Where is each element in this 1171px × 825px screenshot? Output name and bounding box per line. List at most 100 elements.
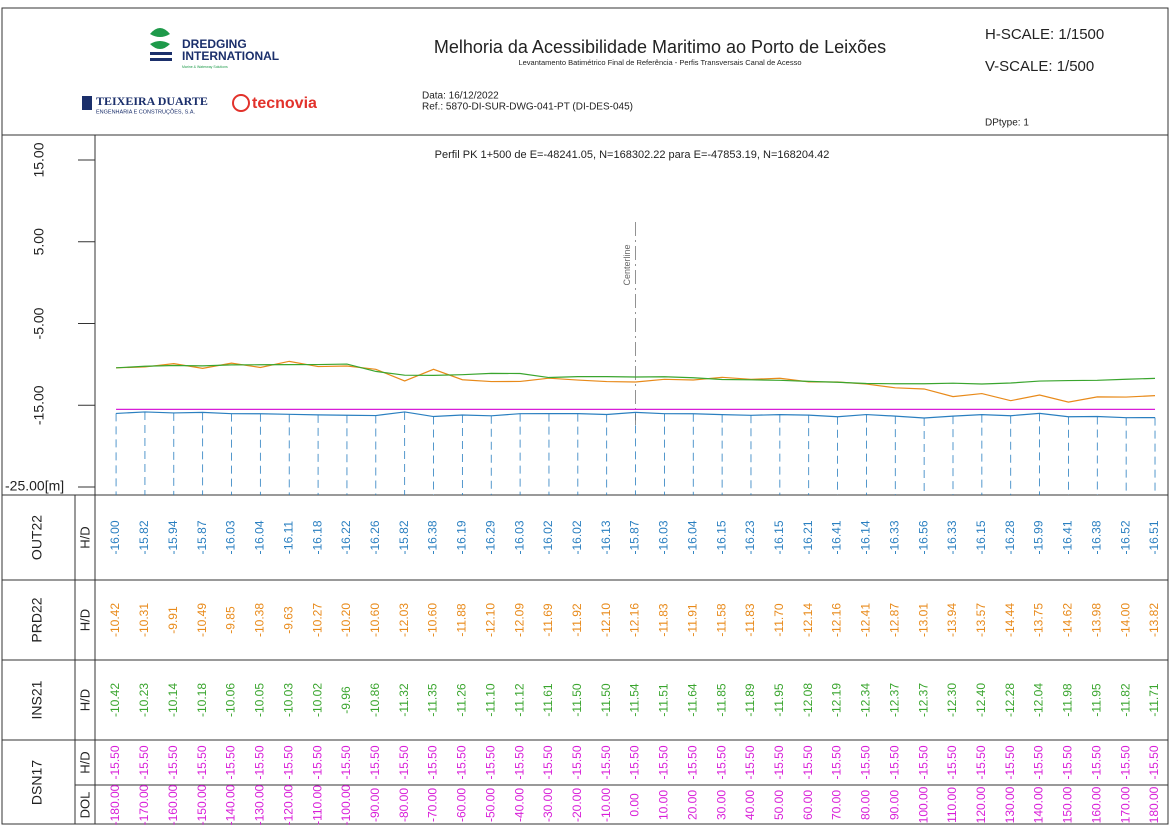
x-tick-label: 20.00 (685, 790, 699, 820)
cell-value: -14.00 (1118, 603, 1132, 637)
cell-value: -11.51 (657, 683, 671, 716)
cell-value: -15.50 (830, 745, 844, 779)
cell-value: -11.85 (714, 683, 728, 716)
x-tick-label: -70.00 (426, 788, 440, 822)
cell-value: -10.49 (195, 603, 209, 637)
row-name: INS21 (29, 680, 45, 719)
cell-value: -10.60 (426, 603, 440, 637)
h-scale: H-SCALE: 1/1500 (985, 26, 1104, 43)
x-tick-label: -150.00 (195, 784, 209, 825)
cell-value: -15.87 (628, 520, 642, 554)
cell-value: -16.15 (714, 520, 728, 554)
cell-value: -11.32 (397, 683, 411, 716)
row-name: OUT22 (29, 515, 45, 560)
cell-value: -15.50 (1089, 745, 1103, 779)
cell-value: -15.50 (108, 745, 122, 779)
y-tick-label: -5.00 (31, 307, 47, 339)
chart-title: Perfil PK 1+500 de E=-48241.05, N=168302… (435, 149, 830, 161)
x-tick-label: -180.00 (108, 784, 122, 825)
cell-value: -11.58 (714, 603, 728, 636)
x-tick-label: -110.00 (310, 785, 324, 825)
cell-value: -15.50 (887, 745, 901, 779)
cell-value: -15.50 (1003, 745, 1017, 779)
x-tick-label: 40.00 (743, 790, 757, 820)
cell-value: -11.95 (1089, 683, 1103, 716)
cell-value: -12.30 (945, 683, 959, 717)
cell-value: -16.04 (685, 520, 699, 554)
cell-value: -15.50 (512, 745, 526, 779)
cell-value: -11.10 (483, 683, 497, 716)
cell-value: -15.82 (397, 520, 411, 554)
y-tick-label: -15.00 (31, 385, 47, 425)
cell-value: -11.83 (657, 603, 671, 636)
cell-value: -15.50 (628, 745, 642, 779)
cell-value: -16.02 (570, 520, 584, 554)
x-tick-label: 180.00 (1147, 786, 1161, 823)
x-tick-label: 90.00 (887, 790, 901, 820)
x-tick-label: 130.00 (1003, 786, 1017, 823)
profile-line (116, 411, 1156, 419)
cell-value: -12.10 (483, 603, 497, 637)
cell-value: -15.50 (801, 745, 815, 779)
cell-value: -11.91 (685, 603, 699, 636)
cell-value: -15.99 (1032, 520, 1046, 554)
x-tick-label: -130.00 (253, 784, 267, 825)
cell-value: -16.23 (743, 520, 757, 554)
cell-value: -11.89 (743, 683, 757, 716)
cell-value: -15.50 (570, 745, 584, 779)
cell-value: -15.87 (195, 520, 209, 554)
cell-value: -16.00 (108, 520, 122, 554)
cell-value: -12.16 (830, 603, 844, 637)
cell-value: -10.31 (137, 603, 151, 637)
cell-value: -15.50 (137, 745, 151, 779)
logo-dredging (150, 28, 172, 61)
cell-value: -10.02 (310, 683, 324, 717)
x-tick-label: 60.00 (801, 790, 815, 820)
y-tick-label: -25.00[m] (5, 478, 64, 494)
cell-value: -12.40 (974, 683, 988, 717)
x-tick-label: 10.00 (657, 790, 671, 820)
cell-value: -15.50 (224, 745, 238, 779)
cell-value: -15.50 (1032, 745, 1046, 779)
cell-value: -11.92 (570, 603, 584, 636)
x-tick-label: 0.00 (628, 793, 642, 817)
cell-value: -11.71 (1147, 683, 1161, 716)
cell-value: -11.50 (599, 683, 613, 716)
cell-value: -11.64 (685, 683, 699, 716)
cell-value: -10.20 (339, 603, 353, 637)
cell-value: -15.50 (714, 745, 728, 779)
cell-value: -11.98 (1061, 683, 1075, 716)
x-tick-label: -140.00 (224, 784, 238, 825)
cell-value: -15.50 (859, 745, 873, 779)
cell-value: -15.50 (1118, 745, 1132, 779)
cell-value: -13.01 (916, 603, 930, 637)
x-tick-label: -120.00 (281, 784, 295, 825)
cell-value: -13.57 (974, 603, 988, 637)
profile-line (116, 363, 1156, 385)
row-name: PRD22 (29, 597, 45, 642)
x-tick-label: 140.00 (1032, 786, 1046, 823)
cell-value: -11.61 (541, 683, 555, 716)
cell-value: -14.62 (1061, 603, 1075, 637)
y-tick-label: 5.00 (31, 228, 47, 255)
cell-value: -13.98 (1089, 603, 1103, 637)
cell-value: -15.50 (397, 745, 411, 779)
cell-value: -11.26 (455, 683, 469, 716)
x-tick-label: -20.00 (570, 788, 584, 822)
cell-value: -16.41 (1061, 520, 1075, 554)
cell-value: -9.91 (166, 606, 180, 634)
cell-value: -10.42 (108, 603, 122, 637)
cell-value: -16.38 (1089, 520, 1103, 554)
cell-value: -15.50 (368, 745, 382, 779)
cell-value: -15.50 (743, 745, 757, 779)
x-tick-label: 150.00 (1061, 786, 1075, 823)
cell-value: -12.14 (801, 603, 815, 637)
cell-value: -11.54 (628, 683, 642, 716)
x-tick-label: -160.00 (166, 784, 180, 825)
cell-value: -11.12 (512, 683, 526, 716)
cell-value: -15.50 (1061, 745, 1075, 779)
cell-value: -16.21 (801, 520, 815, 554)
row-label: H/D (77, 609, 92, 631)
cell-value: -15.50 (166, 745, 180, 779)
cell-value: -10.05 (253, 683, 267, 717)
